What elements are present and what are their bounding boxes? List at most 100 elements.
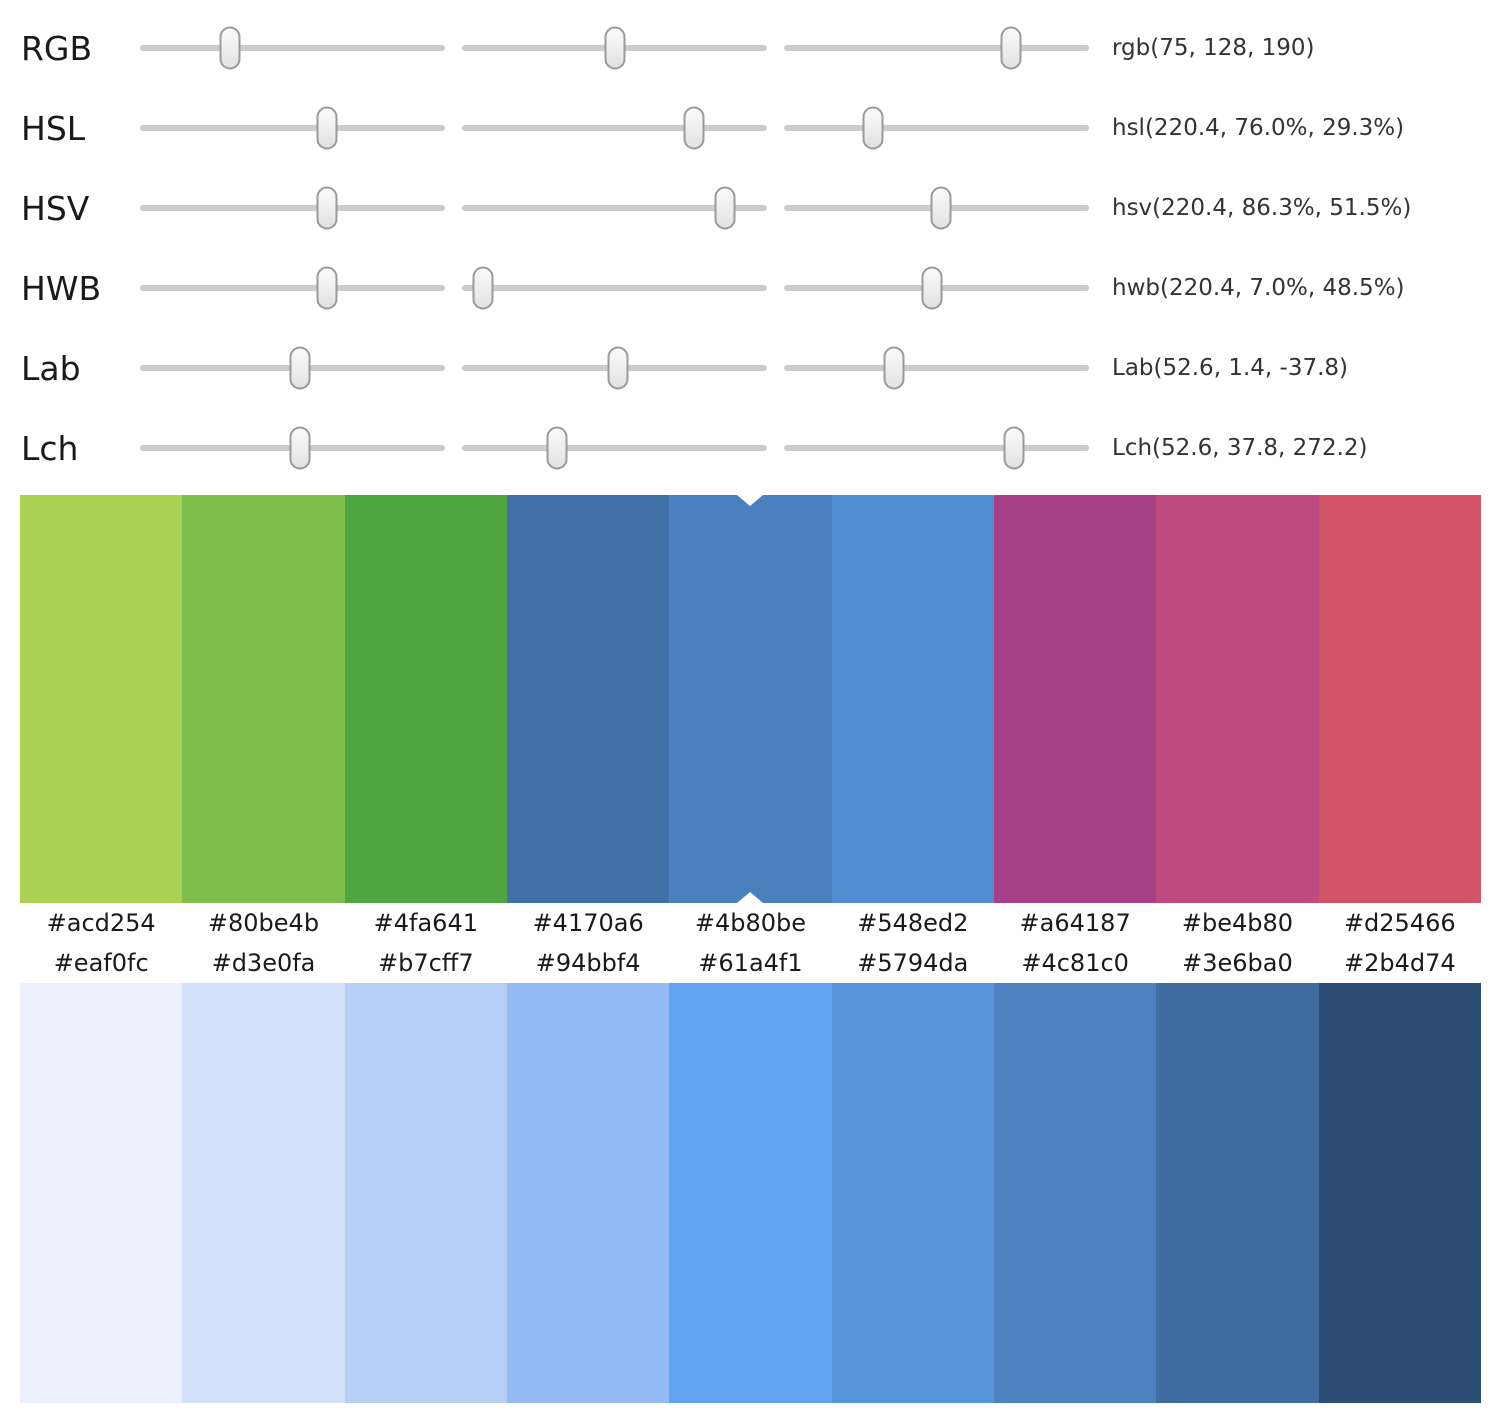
hue-swatch[interactable] [344, 495, 507, 903]
hue-swatch[interactable] [20, 495, 183, 903]
shade-swatch[interactable] [1156, 983, 1319, 1403]
slider-thumb[interactable] [604, 26, 626, 70]
slider-thumb[interactable] [714, 186, 736, 230]
slider-thumb[interactable] [1000, 26, 1022, 70]
hwb-value-text: hwb(220.4, 7.0%, 48.5%) [1112, 275, 1405, 301]
hsv-value-text: hsv(220.4, 86.3%, 51.5%) [1112, 195, 1412, 221]
shade-hex-labels: #eaf0fc #d3e0fa #b7cff7 #94bbf4 #61a4f1 #5794… [20, 943, 1481, 983]
shade-palette [20, 983, 1481, 1403]
hsv-tracks [140, 186, 1089, 230]
lab-b-slider[interactable] [784, 346, 1089, 390]
hsv-v-slider[interactable] [784, 186, 1089, 230]
rgb-g-slider[interactable] [462, 26, 767, 70]
hex-label: #d3e0fa [211, 949, 316, 977]
hwb-label: HWB [21, 268, 102, 308]
slider-thumb[interactable] [472, 266, 494, 310]
hsv-h-slider[interactable] [140, 186, 445, 230]
hex-label: #4170a6 [532, 909, 644, 937]
slider-thumb[interactable] [883, 346, 905, 390]
hex-label: #5794da [857, 949, 969, 977]
hex-label: #eaf0fc [53, 949, 149, 977]
shade-swatch[interactable] [669, 983, 832, 1403]
slider-thumb[interactable] [862, 106, 884, 150]
hex-label: #548ed2 [857, 909, 969, 937]
shade-swatch[interactable] [831, 983, 994, 1403]
slider-thumb[interactable] [219, 26, 241, 70]
hue-swatch[interactable] [993, 495, 1157, 903]
lch-h-slider[interactable] [784, 426, 1089, 470]
lab-l-slider[interactable] [140, 346, 445, 390]
hex-label: #2b4d74 [1343, 949, 1456, 977]
hwb-tracks [140, 266, 1089, 310]
hex-label: #a64187 [1019, 909, 1131, 937]
hue-swatch[interactable] [831, 495, 994, 903]
rgb-tracks [140, 26, 1089, 70]
hex-label: #d25466 [1343, 909, 1456, 937]
hex-label: #4fa641 [373, 909, 478, 937]
hsv-label: HSV [21, 188, 90, 228]
slider-thumb[interactable] [316, 186, 338, 230]
color-sliders-panel: RGB rgb(75, 128, 190) HSL hsl(220.4, 76.… [0, 0, 1501, 488]
shade-swatch[interactable] [506, 983, 670, 1403]
hsl-s-slider[interactable] [462, 106, 767, 150]
slider-row-hsl: HSL hsl(220.4, 76.0%, 29.3%) [0, 88, 1501, 168]
shade-swatch[interactable] [344, 983, 507, 1403]
lch-c-slider[interactable] [462, 426, 767, 470]
shade-swatch[interactable] [182, 983, 345, 1403]
hwb-w-slider[interactable] [462, 266, 767, 310]
slider-thumb[interactable] [683, 106, 705, 150]
hex-label: #61a4f1 [698, 949, 803, 977]
lch-tracks [140, 426, 1089, 470]
hsl-l-slider[interactable] [784, 106, 1089, 150]
hue-hex-labels: #acd254 #80be4b #4fa641 #4170a6 #4b80be #548e… [20, 903, 1481, 943]
hsl-tracks [140, 106, 1089, 150]
slider-row-hsv: HSV hsv(220.4, 86.3%, 51.5%) [0, 168, 1501, 248]
lab-tracks [140, 346, 1089, 390]
slider-thumb[interactable] [607, 346, 629, 390]
rgb-label: RGB [21, 28, 93, 68]
shade-swatch[interactable] [993, 983, 1157, 1403]
rgb-r-slider[interactable] [140, 26, 445, 70]
hwb-b-slider[interactable] [784, 266, 1089, 310]
slider-row-rgb: RGB rgb(75, 128, 190) [0, 8, 1501, 88]
hwb-h-slider[interactable] [140, 266, 445, 310]
slider-thumb[interactable] [1003, 426, 1025, 470]
lab-label: Lab [21, 348, 81, 388]
lch-label: Lch [21, 428, 79, 468]
hex-label: #3e6ba0 [1182, 949, 1293, 977]
slider-thumb[interactable] [930, 186, 952, 230]
slider-thumb[interactable] [546, 426, 568, 470]
slider-thumb[interactable] [316, 266, 338, 310]
hue-swatch[interactable] [182, 495, 345, 903]
lch-value-text: Lch(52.6, 37.8, 272.2) [1112, 435, 1368, 461]
hex-label: #94bbf4 [535, 949, 641, 977]
slider-row-lab: Lab Lab(52.6, 1.4, -37.8) [0, 328, 1501, 408]
hsl-h-slider[interactable] [140, 106, 445, 150]
slider-row-lch: Lch Lch(52.6, 37.8, 272.2) [0, 408, 1501, 488]
rgb-value-text: rgb(75, 128, 190) [1112, 35, 1315, 61]
hue-swatch[interactable] [1318, 495, 1481, 903]
slider-thumb[interactable] [921, 266, 943, 310]
hsl-value-text: hsl(220.4, 76.0%, 29.3%) [1112, 115, 1405, 141]
lab-a-slider[interactable] [462, 346, 767, 390]
slider-thumb[interactable] [316, 106, 338, 150]
hex-label: #4b80be [694, 909, 807, 937]
slider-row-hwb: HWB hwb(220.4, 7.0%, 48.5%) [0, 248, 1501, 328]
hex-label: #b7cff7 [378, 949, 474, 977]
hsv-s-slider[interactable] [462, 186, 767, 230]
hex-label: #acd254 [46, 909, 156, 937]
lab-value-text: Lab(52.6, 1.4, -37.8) [1112, 355, 1348, 381]
hex-label: #4c81c0 [1021, 949, 1129, 977]
hue-palette [20, 495, 1481, 903]
rgb-b-slider[interactable] [784, 26, 1089, 70]
shade-swatch[interactable] [20, 983, 183, 1403]
hue-swatch[interactable] [669, 495, 832, 903]
slider-thumb[interactable] [289, 426, 311, 470]
hex-label: #80be4b [207, 909, 320, 937]
hex-label: #be4b80 [1181, 909, 1294, 937]
slider-thumb[interactable] [289, 346, 311, 390]
hue-swatch[interactable] [1156, 495, 1319, 903]
hue-swatch[interactable] [506, 495, 670, 903]
lch-l-slider[interactable] [140, 426, 445, 470]
shade-swatch[interactable] [1318, 983, 1481, 1403]
